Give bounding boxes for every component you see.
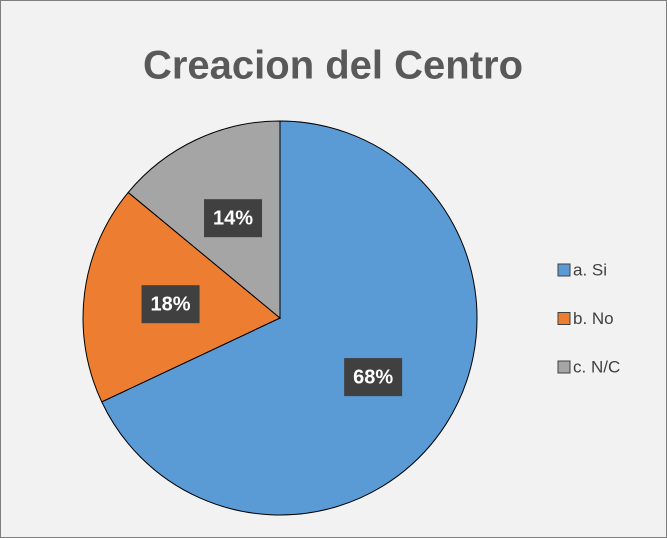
legend-swatch bbox=[557, 312, 571, 325]
data-label-box bbox=[344, 358, 403, 397]
legend-label: a. Si bbox=[573, 260, 607, 279]
legend-swatch bbox=[557, 263, 571, 277]
legend-label: c. N/C bbox=[573, 357, 620, 376]
data-label: 68% bbox=[353, 366, 393, 388]
data-label: 14% bbox=[213, 207, 253, 229]
data-label-box bbox=[141, 285, 200, 324]
data-label-box bbox=[204, 199, 263, 238]
legend-label: b. No bbox=[573, 309, 614, 328]
data-label: 18% bbox=[151, 293, 191, 315]
chart-title: Creacion del Centro bbox=[143, 44, 523, 88]
legend-swatch bbox=[557, 360, 571, 374]
pie-slice bbox=[101, 120, 478, 516]
